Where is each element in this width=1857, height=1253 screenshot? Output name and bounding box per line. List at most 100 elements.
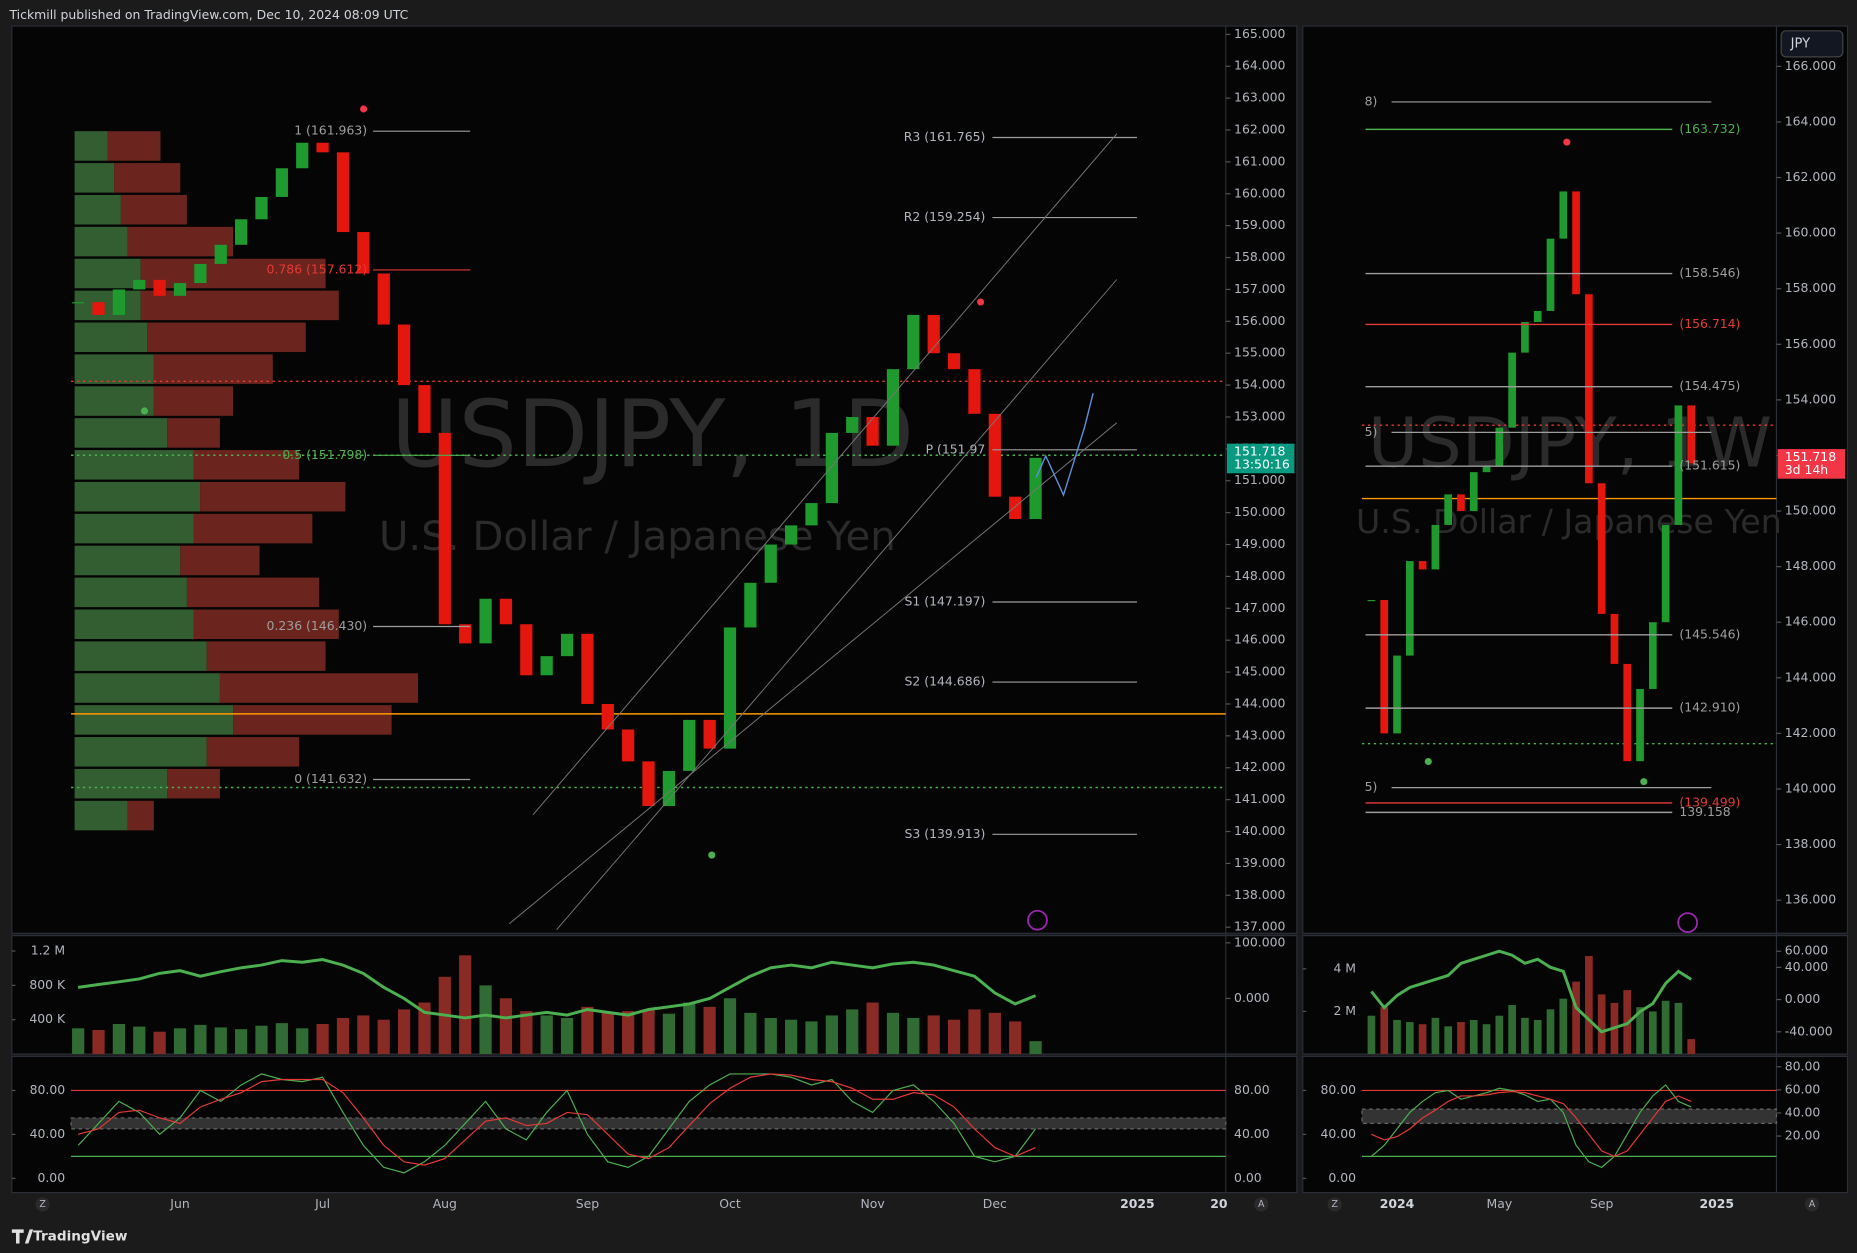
volume-bar [1674, 1002, 1683, 1055]
volume-bar [642, 1009, 655, 1055]
decorations [140, 105, 1699, 933]
y-tick-label: 140.000 [1785, 780, 1836, 795]
candle [540, 656, 553, 676]
y-tick-label: 150.000 [1785, 503, 1836, 518]
button[interactable] [1804, 1197, 1820, 1212]
oscillator-tick-label: 0.00 [1328, 1170, 1356, 1185]
y-tick-label: 137.000 [1234, 919, 1285, 934]
oscillator-y2-tick-label: 80.00 [1785, 1058, 1821, 1073]
y-tick-label: 159.000 [1234, 217, 1285, 232]
volume-y2-tick-label: -40.000 [1785, 1023, 1833, 1038]
candle [1495, 427, 1504, 467]
button-label: A [1258, 1199, 1265, 1210]
profile-up [74, 609, 194, 640]
button[interactable] [35, 1197, 50, 1212]
volume-bar [336, 1017, 350, 1055]
oscillator-tick-label: 80.00 [1320, 1082, 1356, 1097]
volume-bar [1029, 1041, 1042, 1055]
countdown: 3d 14h [1785, 462, 1828, 477]
volume-y2-tick-label: 60.000 [1785, 943, 1829, 958]
profile-up [74, 737, 207, 767]
volume-bar [296, 1028, 309, 1055]
volume-bar [1405, 1022, 1414, 1055]
profile-up [74, 545, 181, 576]
candle [275, 168, 288, 197]
x-tick-label: Jun [169, 1196, 189, 1211]
candle [1687, 405, 1696, 464]
candle [459, 624, 472, 644]
button[interactable] [1327, 1197, 1342, 1212]
volume-bar [1533, 1019, 1542, 1055]
signal-dot [140, 407, 149, 415]
candle [1610, 613, 1619, 664]
y-tick-label: 154.000 [1234, 377, 1285, 392]
y-tick-label: 142.000 [1785, 725, 1836, 740]
pivot-label: S2 (144.686) [905, 674, 986, 689]
volume-tick-label: 1.2 M [31, 943, 65, 958]
level-label: (156.714) [1679, 316, 1740, 331]
candle [846, 416, 859, 433]
profile-down [180, 545, 260, 576]
volume-bar [744, 1012, 757, 1055]
candle [1393, 655, 1401, 734]
y-tick-label: 141.000 [1234, 791, 1285, 806]
level-label: 139.158 [1679, 804, 1730, 819]
volume-bar [1457, 1022, 1465, 1055]
candle [1533, 310, 1542, 323]
x-tick-label: Oct [719, 1196, 741, 1211]
currency-button[interactable] [1780, 30, 1844, 58]
candle [825, 432, 838, 504]
candle [377, 273, 390, 325]
currency-label: JPY [1790, 36, 1810, 51]
profile-down [114, 163, 181, 193]
candle [235, 219, 248, 245]
profile-down [193, 513, 313, 544]
signal-dot [1640, 778, 1648, 786]
candle [1559, 191, 1568, 239]
volume-y2-tick-label: 0.000 [1234, 990, 1270, 1005]
pivot-label: R2 (159.254) [904, 209, 986, 224]
volume-bar [1495, 1015, 1504, 1055]
profile-up [74, 705, 234, 735]
y-tick-label: 146.000 [1234, 632, 1285, 647]
event-icon[interactable] [1027, 909, 1048, 931]
candle [1457, 494, 1465, 512]
y-tick-label: 145.000 [1234, 664, 1285, 679]
profile-up [74, 577, 187, 608]
volume-bar [173, 1028, 187, 1055]
event-icon[interactable] [1677, 912, 1699, 933]
candle [1444, 494, 1453, 525]
candle [1546, 238, 1555, 311]
volume-bar [1661, 1000, 1670, 1055]
volume-bar [1572, 981, 1580, 1055]
profile-down [193, 450, 300, 480]
volume-tick-label: 400 K [29, 1011, 66, 1026]
volume-bar [397, 1009, 411, 1055]
candle [479, 598, 492, 644]
candle [1623, 663, 1632, 762]
volume-bar [1367, 1015, 1376, 1055]
volume-bar [1469, 1019, 1478, 1055]
candle [357, 232, 370, 274]
oscillator-line [1371, 1090, 1692, 1158]
fib-label: 0.786 (157.612) [267, 261, 368, 276]
candle [1482, 466, 1491, 473]
fib-label: 0 (141.632) [294, 771, 367, 786]
countdown: 13:50:16 [1234, 456, 1290, 471]
candle [785, 525, 798, 545]
volume-bar [540, 1015, 553, 1055]
y-tick-label: 155.000 [1234, 345, 1285, 360]
volume-bar [214, 1027, 227, 1055]
profile-up [74, 673, 220, 703]
oscillator-line [77, 1073, 1037, 1174]
button[interactable] [1254, 1197, 1269, 1212]
y-tick-label: 149.000 [1234, 536, 1285, 551]
channel-line [508, 422, 1118, 925]
y-tick-label: 160.000 [1234, 185, 1285, 200]
y-tick-label: 150.000 [1234, 504, 1285, 519]
oscillator-y2-tick-label: 60.00 [1785, 1081, 1821, 1096]
profile-down [167, 418, 220, 448]
y-tick-label: 138.000 [1234, 887, 1285, 902]
volume-bar [1648, 1011, 1657, 1055]
oscillator-tick-label: 80.00 [1234, 1082, 1270, 1097]
